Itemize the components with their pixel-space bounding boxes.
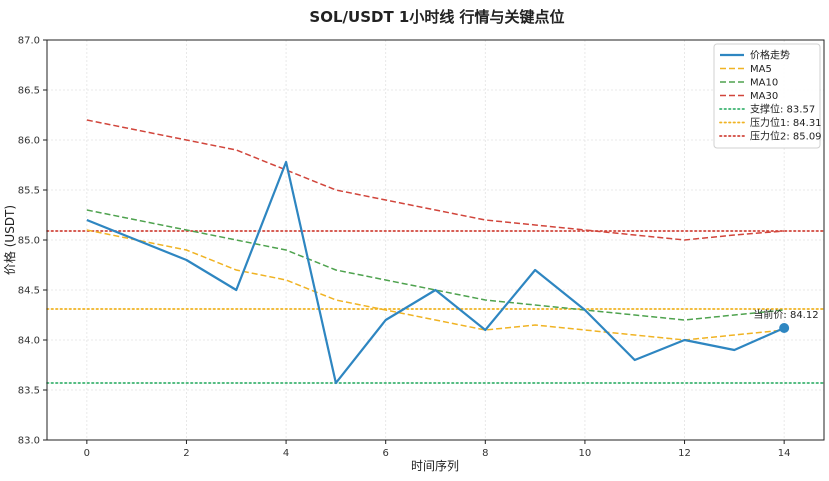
y-tick-label: 84.0	[18, 336, 40, 347]
y-axis-label: 价格 (USDT)	[2, 205, 17, 275]
x-tick-label: 6	[383, 448, 389, 459]
y-tick-label: 83.5	[18, 386, 40, 397]
legend-label: 压力位2: 85.09	[750, 130, 822, 143]
x-tick-label: 10	[579, 448, 592, 459]
y-tick-label: 86.5	[18, 86, 40, 97]
chart-title: SOL/USDT 1小时线 行情与关键点位	[309, 8, 564, 26]
x-axis-label: 时间序列	[411, 458, 459, 473]
series-line	[86, 160, 785, 385]
x-tick-label: 8	[482, 448, 488, 459]
y-tick-label: 85.0	[18, 236, 40, 247]
reference-lines	[46, 230, 825, 384]
series-line	[86, 229, 785, 341]
y-tick-label: 83.0	[18, 436, 40, 447]
legend-label: MA5	[750, 64, 772, 75]
series-line	[86, 209, 785, 321]
legend-label: 压力位1: 84.31	[750, 116, 822, 129]
y-axis-ticks: 83.0 83.5 84.0 84.5 85.0 85.5 86.0 86.5 87.0	[18, 36, 47, 447]
y-tick-label: 86.0	[18, 136, 40, 147]
legend-label: 价格走势	[750, 49, 790, 62]
x-tick-label: 4	[283, 448, 289, 459]
x-axis-ticks: 0 2 4 6 8 10 12 14	[84, 440, 791, 459]
y-tick-label: 85.5	[18, 186, 40, 197]
legend-box	[713, 43, 821, 149]
x-tick-label: 14	[778, 448, 791, 459]
y-tick-label: 87.0	[18, 36, 40, 47]
x-tick-label: 0	[84, 448, 90, 459]
current-price-label: 当前价: 84.12	[753, 308, 818, 321]
x-tick-label: 12	[678, 448, 691, 459]
current-price-marker	[779, 323, 790, 333]
series-line	[86, 119, 785, 241]
series-lines	[86, 119, 785, 385]
legend-label: MA30	[750, 91, 778, 102]
current-price-marker-group	[779, 323, 790, 333]
x-tick-label: 2	[183, 448, 189, 459]
legend-label: 支撑位: 83.57	[750, 103, 815, 116]
y-tick-label: 84.5	[18, 286, 40, 297]
legend-label: MA10	[750, 78, 778, 89]
